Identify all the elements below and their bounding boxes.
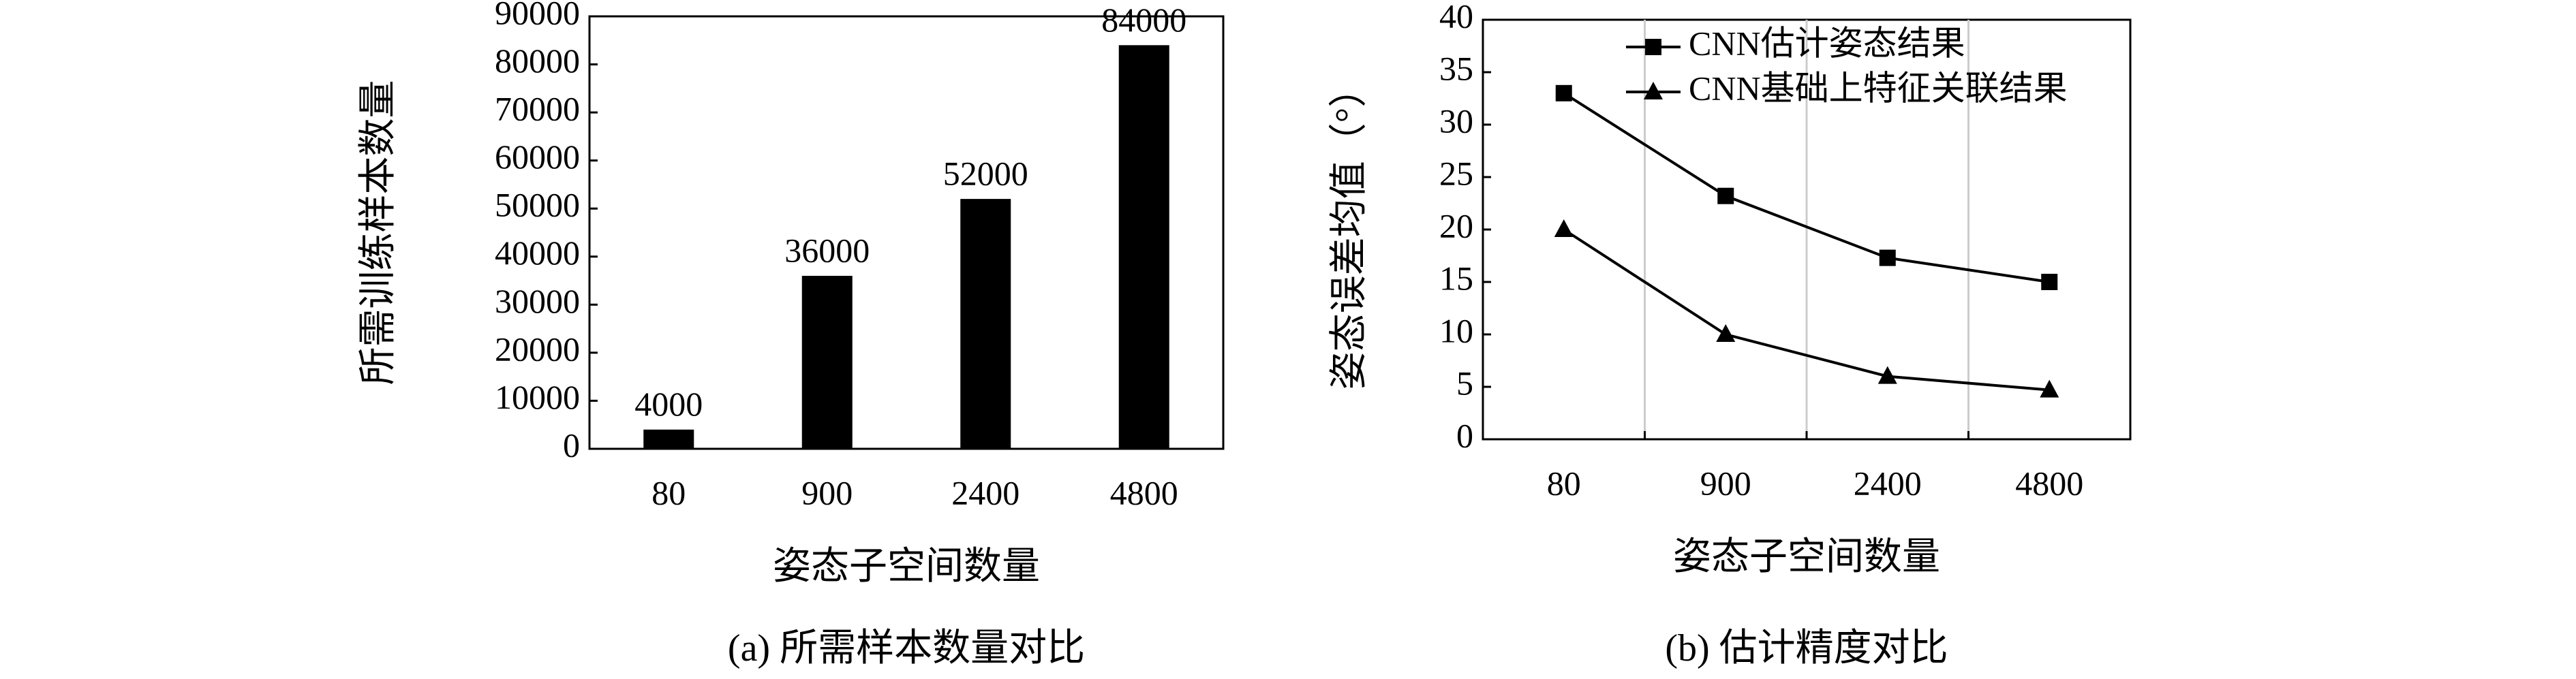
y-tick-label: 10000 — [495, 378, 580, 416]
y-axis-label: 姿态误差均值（°） — [1328, 69, 1370, 390]
y-tick-label: 10 — [1439, 311, 1473, 349]
marker — [1555, 84, 1572, 101]
y-tick-label: 90000 — [495, 0, 580, 31]
y-tick-label: 60000 — [495, 138, 580, 176]
x-axis-label: 姿态子空间数量 — [773, 546, 1040, 588]
value-label: 4000 — [634, 385, 703, 423]
y-tick-label: 35 — [1439, 49, 1473, 87]
y-tick-label: 15 — [1439, 259, 1473, 297]
series-line — [1563, 228, 2050, 392]
y-tick-label: 5 — [1456, 364, 1473, 402]
legend-label: CNN基础上特征关联结果 — [1689, 69, 2068, 107]
y-tick-label: 20000 — [495, 330, 580, 368]
x-tick-label: 80 — [651, 473, 686, 511]
y-tick-label: 80000 — [495, 42, 580, 80]
y-tick-label: 50000 — [495, 186, 580, 224]
y-tick-label: 0 — [1456, 416, 1473, 454]
value-label: 52000 — [943, 155, 1028, 193]
x-tick-label: 4800 — [1110, 473, 1178, 511]
y-tick-label: 30 — [1439, 101, 1473, 140]
marker — [1877, 366, 1897, 384]
y-tick-label: 70000 — [495, 90, 580, 128]
y-tick-label: 40000 — [495, 234, 580, 272]
y-tick-label: 25 — [1439, 154, 1473, 192]
series-line — [1563, 92, 2050, 283]
marker — [1717, 187, 1734, 204]
marker — [2040, 379, 2059, 398]
x-tick-label: 80 — [1547, 464, 1581, 502]
bar — [1118, 45, 1169, 449]
marker — [2041, 274, 2058, 290]
x-axis-label: 姿态子空间数量 — [1673, 536, 1940, 578]
bar — [801, 276, 853, 449]
caption: (a) 所需样本数量对比 — [728, 627, 1085, 669]
legend-label: CNN估计姿态结果 — [1689, 24, 1965, 62]
y-tick-label: 0 — [563, 426, 580, 464]
plot-frame — [588, 15, 1225, 450]
bar — [960, 199, 1011, 449]
x-tick-label: 2400 — [951, 473, 1019, 511]
value-label: 84000 — [1101, 1, 1186, 39]
marker — [1554, 219, 1574, 237]
marker — [1645, 39, 1661, 55]
marker — [1879, 249, 1896, 266]
y-axis-label: 所需训练样本数量 — [357, 80, 399, 385]
caption: (b) 估计精度对比 — [1665, 627, 1948, 669]
x-tick-label: 900 — [1700, 464, 1751, 502]
marker — [1644, 82, 1663, 99]
x-tick-label: 2400 — [1854, 464, 1922, 502]
y-tick-label: 40 — [1439, 0, 1473, 35]
x-tick-label: 4800 — [2015, 464, 2083, 502]
y-tick-label: 30000 — [495, 282, 580, 320]
x-tick-label: 900 — [801, 473, 853, 511]
bar — [643, 429, 694, 449]
y-tick-label: 20 — [1439, 206, 1473, 244]
marker — [1716, 324, 1736, 342]
value-label: 36000 — [784, 231, 870, 269]
